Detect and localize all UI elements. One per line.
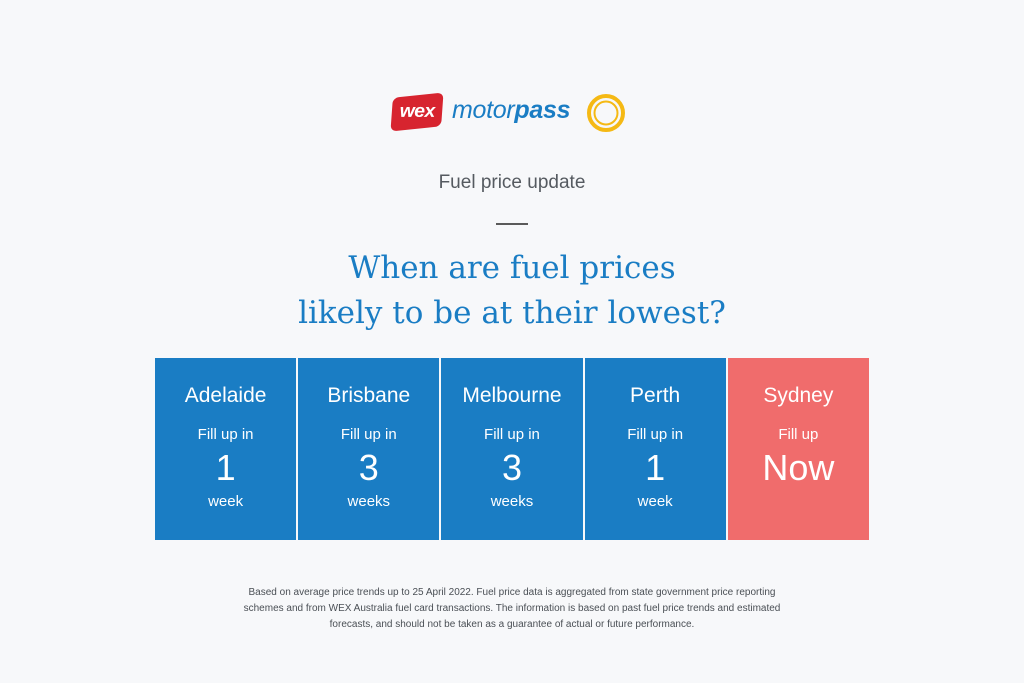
city-card-perth: Perth Fill up in 1 week (584, 358, 726, 540)
disclaimer-footnote: Based on average price trends up to 25 A… (212, 585, 812, 633)
city-name: Sydney (763, 384, 834, 407)
fill-value: Now (762, 447, 835, 488)
motorpass-wordmark: motorpass (452, 96, 571, 125)
fill-unit: weeks (347, 493, 391, 510)
fill-label: Fill up in (197, 426, 254, 443)
city-cards: Adelaide Fill up in 1 week Brisbane Fill… (155, 358, 869, 540)
city-card-sydney: Sydney Fill up Now (727, 358, 869, 540)
motorpass-pass-text: pass (514, 96, 571, 124)
fill-value: 1 (645, 447, 666, 488)
city-name: Adelaide (184, 384, 267, 407)
fill-value: 3 (358, 447, 379, 488)
footnote-line-3: forecasts, and should not be taken as a … (329, 619, 695, 630)
wex-logo-text: wex (399, 101, 435, 122)
fill-label: Fill up in (340, 426, 397, 443)
city-name: Melbourne (462, 384, 562, 407)
page-headline: When are fuel prices likely to be at the… (0, 246, 1024, 336)
fill-unit: week (208, 493, 244, 510)
fill-value: 3 (501, 447, 522, 488)
motorpass-motor-text: motor (452, 96, 515, 124)
city-card-brisbane: Brisbane Fill up in 3 weeks (298, 358, 440, 540)
fill-label: Fill up (778, 426, 819, 443)
headline-line-1: When are fuel prices (348, 250, 676, 286)
city-name: Brisbane (327, 384, 411, 407)
motorpass-ring-icon (587, 94, 625, 132)
divider (496, 223, 528, 225)
fill-unit: weeks (490, 493, 534, 510)
footnote-line-1: Based on average price trends up to 25 A… (248, 587, 776, 598)
fill-label: Fill up in (484, 426, 540, 443)
city-name: Perth (630, 384, 681, 407)
city-card-adelaide: Adelaide Fill up in 1 week (155, 358, 297, 540)
page-subtitle: Fuel price update (438, 172, 586, 193)
fill-label: Fill up in (627, 426, 684, 443)
footnote-line-2: schemes and from WEX Australia fuel card… (243, 603, 781, 614)
fill-unit: week (637, 493, 673, 510)
city-card-melbourne: Melbourne Fill up in 3 weeks (441, 358, 583, 540)
fill-value: 1 (215, 447, 236, 488)
brand-logo: wex motorpass (390, 92, 630, 138)
headline-line-2: likely to be at their lowest? (298, 295, 726, 331)
wex-logo-badge: wex (390, 92, 444, 132)
